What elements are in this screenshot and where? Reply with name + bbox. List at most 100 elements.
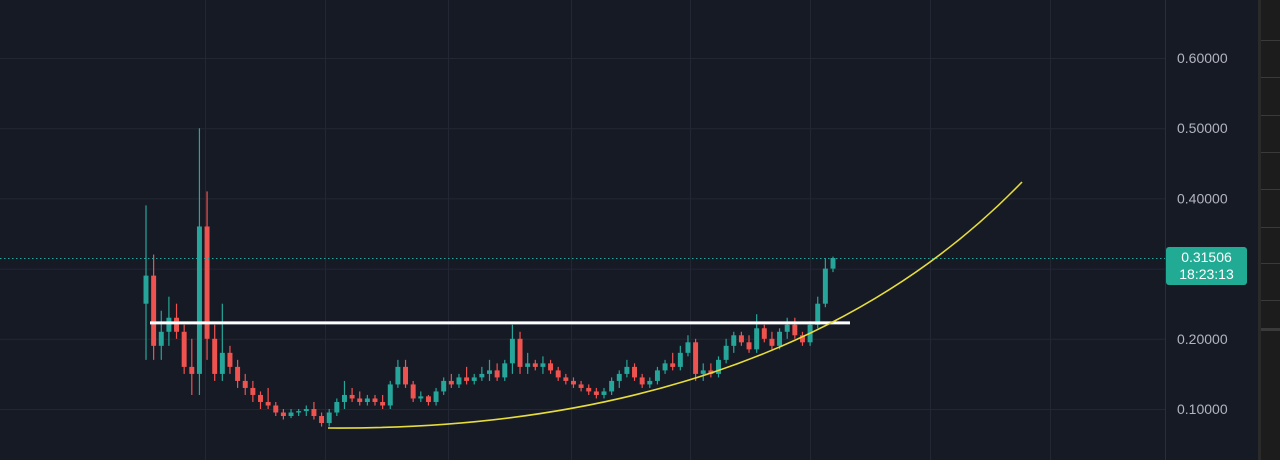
candle-body	[685, 342, 691, 353]
candle	[792, 317, 798, 339]
candle-body	[410, 384, 416, 399]
candle	[654, 366, 660, 385]
candle	[487, 359, 492, 381]
candle	[189, 338, 195, 395]
last-price-label: 0.31506 18:23:13	[1166, 247, 1247, 285]
candle-body	[395, 366, 401, 385]
candle	[616, 370, 622, 388]
candle	[685, 335, 691, 357]
bar-countdown: 18:23:13	[1179, 266, 1234, 282]
candle-body	[341, 394, 347, 402]
candle-body	[830, 258, 836, 269]
candle	[700, 363, 706, 381]
candle	[662, 359, 668, 374]
price-tick-label: 0.60000	[1177, 50, 1228, 66]
candle-body	[487, 370, 492, 374]
candle-body	[181, 331, 187, 367]
candle	[288, 409, 294, 419]
candle	[410, 380, 416, 402]
candle-body	[586, 387, 592, 392]
candle-body	[380, 401, 386, 406]
candle-body	[502, 363, 508, 378]
candle	[319, 412, 325, 427]
candle	[731, 331, 737, 353]
candle	[509, 324, 515, 374]
candle	[570, 377, 576, 388]
candle	[693, 338, 699, 381]
candle-body	[822, 268, 828, 304]
price-tick-label: 0.20000	[1177, 331, 1228, 347]
candle	[761, 324, 767, 343]
candle-body	[738, 335, 744, 343]
candle-body	[372, 398, 378, 402]
candle	[387, 380, 393, 409]
price-axis[interactable]: 0.60000 0.50000 0.40000 0.20000 0.10000	[1177, 50, 1228, 417]
candle-body	[777, 331, 783, 346]
candle-body	[441, 380, 447, 392]
candle	[166, 296, 172, 346]
candle	[830, 256, 836, 273]
candle-body	[464, 377, 470, 381]
candle	[273, 401, 279, 417]
candle	[716, 356, 721, 378]
candle	[769, 331, 775, 350]
candle	[151, 254, 157, 360]
candle	[639, 373, 645, 388]
candle-body	[555, 370, 561, 378]
candle	[540, 356, 546, 374]
candle-body	[723, 345, 729, 360]
candle	[532, 359, 538, 371]
candle	[777, 328, 783, 350]
candle-body	[418, 396, 424, 399]
candle-body	[799, 335, 805, 343]
candle	[448, 373, 454, 388]
candle-body	[196, 226, 202, 374]
candle-body	[242, 380, 248, 388]
candle	[258, 391, 263, 409]
candle	[525, 352, 531, 374]
candle	[708, 363, 714, 378]
candle	[303, 405, 309, 417]
candle-body	[570, 380, 576, 385]
candle-body	[364, 398, 370, 402]
candle-body	[532, 363, 538, 367]
candle-body	[525, 363, 531, 367]
candle-body	[456, 377, 462, 385]
candle	[227, 345, 233, 374]
candle-body	[448, 380, 454, 385]
candle	[822, 258, 828, 308]
candle-body	[563, 377, 569, 381]
candle-body	[754, 328, 760, 350]
candle	[349, 387, 355, 402]
candle-body	[189, 366, 195, 374]
candle-body	[250, 387, 256, 395]
curved-support-line[interactable]	[327, 181, 1023, 429]
candle	[471, 373, 477, 385]
candle-body	[700, 370, 706, 374]
candle	[586, 384, 592, 395]
candle-body	[288, 412, 294, 417]
candle	[341, 380, 347, 409]
candle	[250, 380, 256, 402]
candle-body	[708, 370, 714, 374]
candle	[196, 128, 202, 395]
price-tick-label: 0.40000	[1177, 190, 1228, 206]
candle	[784, 317, 790, 339]
candle	[204, 191, 210, 360]
candle-body	[632, 366, 638, 378]
candle-body	[593, 391, 599, 395]
candle-body	[334, 401, 340, 413]
candle	[746, 335, 752, 353]
candle	[296, 409, 302, 417]
candle-body	[326, 412, 332, 424]
candle	[433, 387, 439, 406]
candle-body	[540, 363, 546, 367]
candle-body	[471, 377, 477, 381]
candle	[311, 401, 317, 420]
candle	[403, 359, 409, 388]
candle-body	[494, 370, 500, 378]
candle	[548, 359, 554, 374]
candle-body	[716, 359, 721, 374]
candle-body	[509, 338, 515, 364]
